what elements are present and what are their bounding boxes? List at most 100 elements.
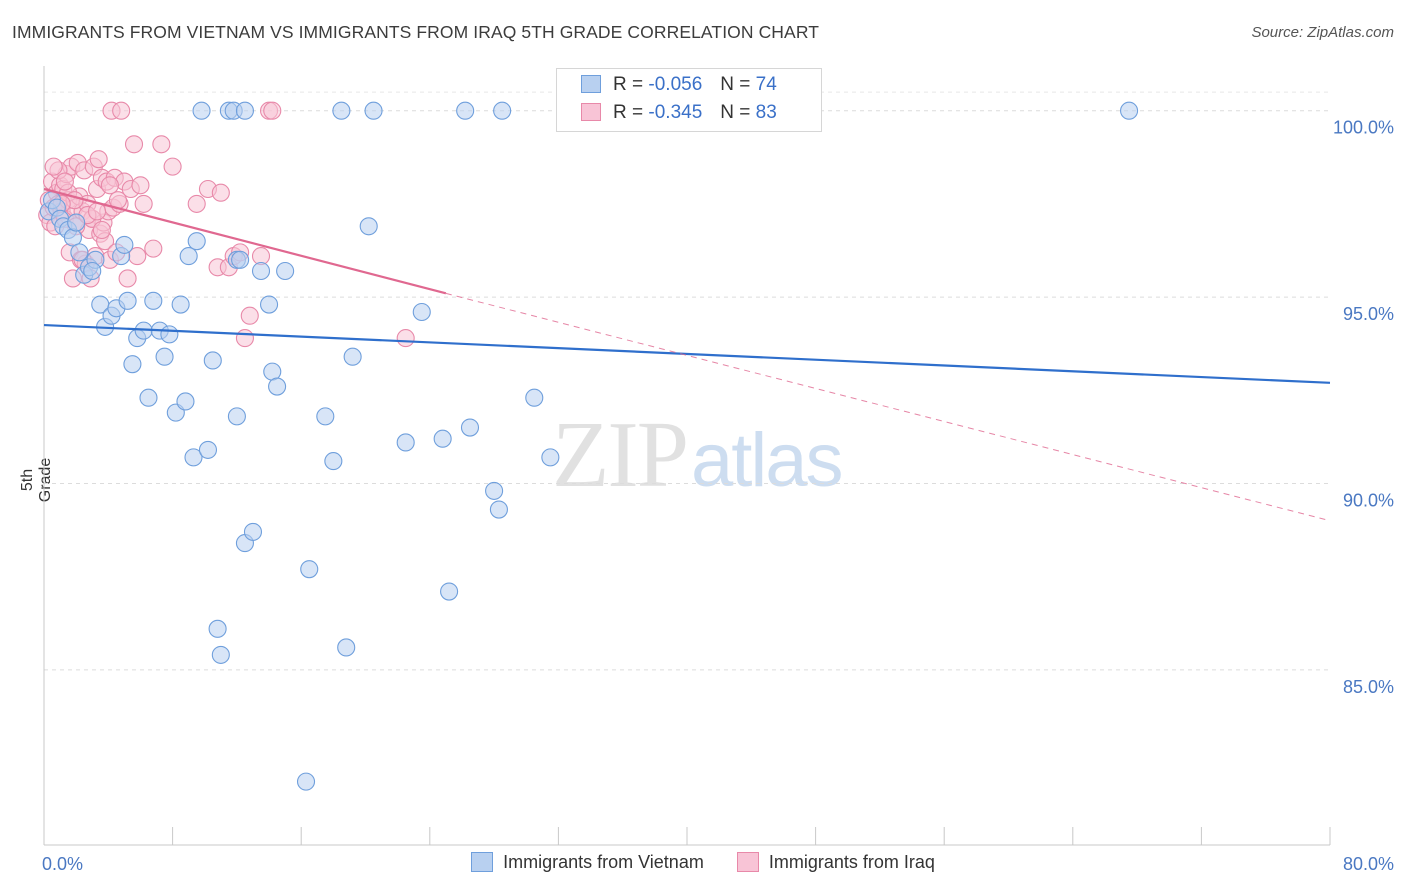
vietnam-point xyxy=(211,645,230,664)
iraq-point xyxy=(152,135,171,154)
iraq-point xyxy=(55,172,74,191)
watermark-atlas: atlas xyxy=(691,418,844,503)
vietnam-point xyxy=(208,619,227,638)
iraq-point xyxy=(187,194,206,213)
vietnam-point xyxy=(276,261,295,281)
vietnam-points xyxy=(39,101,1139,791)
iraq-point xyxy=(92,220,111,240)
iraq-point xyxy=(124,135,144,154)
vietnam-point xyxy=(316,407,335,426)
vietnam-point xyxy=(396,433,415,452)
watermark-zip: ZIP xyxy=(552,403,689,507)
vietnam-point xyxy=(139,388,158,407)
iraq-point xyxy=(112,101,131,120)
series-legend: Immigrants from Vietnam Immigrants from … xyxy=(0,852,1406,873)
vietnam-trend-line xyxy=(43,323,1331,384)
iraq-point xyxy=(211,183,230,202)
vietnam-point xyxy=(296,772,316,791)
iraq-point xyxy=(235,329,254,348)
vietnam-point xyxy=(493,101,512,120)
legend-n-label: N = xyxy=(720,74,751,95)
vietnam-point xyxy=(70,243,89,262)
legend-label-vietnam: Immigrants from Vietnam xyxy=(503,852,704,872)
y-tick-label: 90.0% xyxy=(1343,490,1394,510)
y-tick-label: 100.0% xyxy=(1333,118,1394,138)
vietnam-point xyxy=(231,250,250,269)
iraq-point xyxy=(89,150,108,169)
vietnam-point xyxy=(227,407,246,426)
vietnam-point xyxy=(171,295,190,314)
legend-r-label: R = xyxy=(613,102,644,123)
vietnam-point xyxy=(489,500,508,519)
legend-swatch-iraq xyxy=(736,852,759,872)
vietnam-point xyxy=(83,261,102,281)
legend-n-value-iraq: 83 xyxy=(755,102,777,123)
vietnam-point xyxy=(332,101,351,120)
iraq-point xyxy=(144,239,163,258)
vietnam-point xyxy=(203,351,222,370)
legend-swatch-vietnam xyxy=(581,75,601,93)
vietnam-point xyxy=(235,101,254,120)
legend-item-vietnam[interactable]: Immigrants from Vietnam xyxy=(471,852,704,873)
vietnam-point xyxy=(364,101,383,120)
legend-row-iraq: R = -0.345 N = 83 xyxy=(581,102,777,128)
vietnam-point xyxy=(412,302,431,322)
x-tick-label-max: 80.0% xyxy=(1343,854,1394,874)
grid-lines xyxy=(44,91,1330,671)
iraq-point xyxy=(118,269,137,288)
vietnam-point xyxy=(433,429,452,448)
vietnam-point xyxy=(440,582,459,601)
vietnam-point xyxy=(456,101,475,120)
vietnam-point xyxy=(118,291,137,310)
stats-legend: R = -0.056 N = 74 R = -0.345 N = 83 xyxy=(556,68,822,132)
vietnam-point xyxy=(187,232,206,251)
vietnam-point xyxy=(485,481,504,500)
iraq-point xyxy=(240,306,259,325)
vietnam-point xyxy=(300,560,319,579)
iraq-trend-extension xyxy=(445,292,1331,522)
vietnam-point xyxy=(343,347,362,366)
legend-n-value-vietnam: 74 xyxy=(755,74,777,95)
iraq-point xyxy=(263,101,282,120)
x-tick-label-min: 0.0% xyxy=(42,854,83,874)
vietnam-point xyxy=(251,261,271,281)
watermark: ZIPatlas xyxy=(552,400,844,509)
iraq-points xyxy=(38,101,415,348)
vietnam-point xyxy=(155,347,174,366)
chart-title: IMMIGRANTS FROM VIETNAM VS IMMIGRANTS FR… xyxy=(12,22,820,42)
axes xyxy=(43,66,1331,846)
vietnam-point xyxy=(359,217,378,236)
legend-r-label: R = xyxy=(613,74,644,95)
legend-item-iraq[interactable]: Immigrants from Iraq xyxy=(736,852,935,873)
vietnam-point xyxy=(525,388,544,407)
vietnam-point xyxy=(179,247,198,266)
vietnam-point xyxy=(192,101,211,120)
vietnam-point xyxy=(324,452,343,471)
legend-swatch-iraq xyxy=(581,103,601,121)
vietnam-point xyxy=(460,418,480,437)
vietnam-point xyxy=(337,638,356,657)
tick-labels: 85.0% 90.0% 95.0% 100.0% 0.0% 80.0% xyxy=(42,118,1394,874)
legend-r-value-iraq: -0.345 xyxy=(648,102,703,123)
iraq-point xyxy=(163,157,182,176)
source-label: Source: ZipAtlas.com xyxy=(1251,24,1394,41)
trend-lines xyxy=(43,187,1331,522)
legend-r-value-vietnam: -0.056 xyxy=(648,74,703,95)
vietnam-point xyxy=(268,377,287,396)
iraq-point xyxy=(134,194,153,213)
vietnam-point xyxy=(160,325,179,344)
legend-label-iraq: Immigrants from Iraq xyxy=(768,852,935,872)
y-tick-label: 95.0% xyxy=(1343,304,1394,324)
vietnam-point xyxy=(541,448,560,467)
iraq-point xyxy=(44,157,63,176)
vietnam-point xyxy=(115,235,134,254)
iraq-point xyxy=(396,329,415,348)
vietnam-point xyxy=(176,392,195,411)
vietnam-point xyxy=(1120,101,1139,120)
vietnam-point xyxy=(67,213,86,232)
iraq-point xyxy=(100,176,119,195)
legend-row-vietnam: R = -0.056 N = 74 xyxy=(581,74,777,100)
legend-swatch-vietnam xyxy=(471,852,494,872)
iraq-trend-line xyxy=(43,187,447,295)
